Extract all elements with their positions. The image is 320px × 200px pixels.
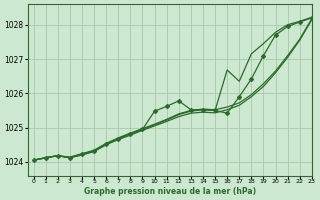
X-axis label: Graphe pression niveau de la mer (hPa): Graphe pression niveau de la mer (hPa) — [84, 187, 256, 196]
